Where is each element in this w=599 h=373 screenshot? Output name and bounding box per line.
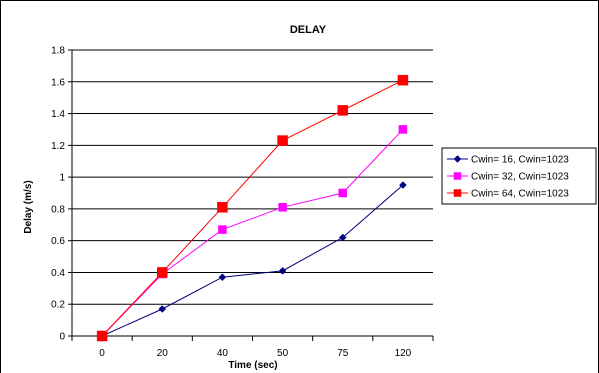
data-point-marker xyxy=(217,202,228,213)
y-tick-label: 1 xyxy=(59,173,65,184)
data-point-marker xyxy=(397,74,409,86)
y-tick-label: 0.2 xyxy=(51,300,65,311)
x-axis-ticks: 0 20 40 50 75 120 xyxy=(71,336,434,359)
series-line xyxy=(101,184,404,337)
legend-item: Cwin= 16, Cwin=1023 xyxy=(447,155,569,166)
legend: Cwin= 16, Cwin=1023 Cwin= 32, Cwin=1023 Cw… xyxy=(441,147,597,205)
y-tick-label: 0.4 xyxy=(51,268,65,279)
chart-title: DELAY xyxy=(290,24,327,36)
y-tick-label: 1.6 xyxy=(51,77,65,88)
y-tick-label: 1.4 xyxy=(51,109,65,120)
x-tick-label: 75 xyxy=(337,348,349,359)
legend-item: Cwin= 64, Cwin=1023 xyxy=(447,189,569,200)
x-axis-label: Time (sec) xyxy=(228,360,277,371)
data-point-marker xyxy=(218,273,227,282)
x-tick-label: 120 xyxy=(395,348,412,359)
legend-item: Cwin= 32, Cwin=1023 xyxy=(447,172,569,183)
data-point-marker xyxy=(338,233,347,242)
series-line xyxy=(101,129,404,337)
data-point-marker xyxy=(157,267,168,278)
data-point-marker xyxy=(218,225,227,234)
data-point-marker xyxy=(399,181,407,189)
x-tick-label: 50 xyxy=(277,348,289,359)
legend-label: Cwin= 32, Cwin=1023 xyxy=(471,172,569,183)
data-point-marker xyxy=(337,105,348,116)
data-point-marker xyxy=(453,172,462,180)
x-tick-label: 20 xyxy=(157,348,169,359)
y-tick-label: 0 xyxy=(59,332,65,343)
y-axis-label: Delay (m/s) xyxy=(23,180,34,233)
y-axis-ticks: 0 0.2 0.4 0.6 0.8 1 1.2 1.4 1.6 1.8 xyxy=(51,46,72,343)
series-line xyxy=(101,79,404,337)
y-tick-label: 1.8 xyxy=(51,46,65,57)
data-point-marker xyxy=(278,267,287,275)
data-point-marker xyxy=(277,135,288,146)
series-3 xyxy=(96,74,409,342)
x-tick-label: 0 xyxy=(99,348,105,359)
y-tick-label: 1.2 xyxy=(51,141,65,152)
data-point-marker xyxy=(398,125,408,134)
y-tick-label: 0.8 xyxy=(51,204,65,215)
data-point-marker xyxy=(96,330,108,342)
data-point-marker xyxy=(158,305,167,313)
legend-label: Cwin= 16, Cwin=1023 xyxy=(471,155,569,166)
legend-label: Cwin= 64, Cwin=1023 xyxy=(471,189,569,200)
series-group xyxy=(96,74,409,342)
x-tick-label: 40 xyxy=(217,348,229,359)
y-tick-label: 0.6 xyxy=(51,236,65,247)
data-point-marker xyxy=(453,189,462,197)
data-point-marker xyxy=(453,155,462,163)
gridlines xyxy=(72,49,433,305)
data-point-marker xyxy=(338,188,347,198)
data-point-marker xyxy=(278,203,287,212)
